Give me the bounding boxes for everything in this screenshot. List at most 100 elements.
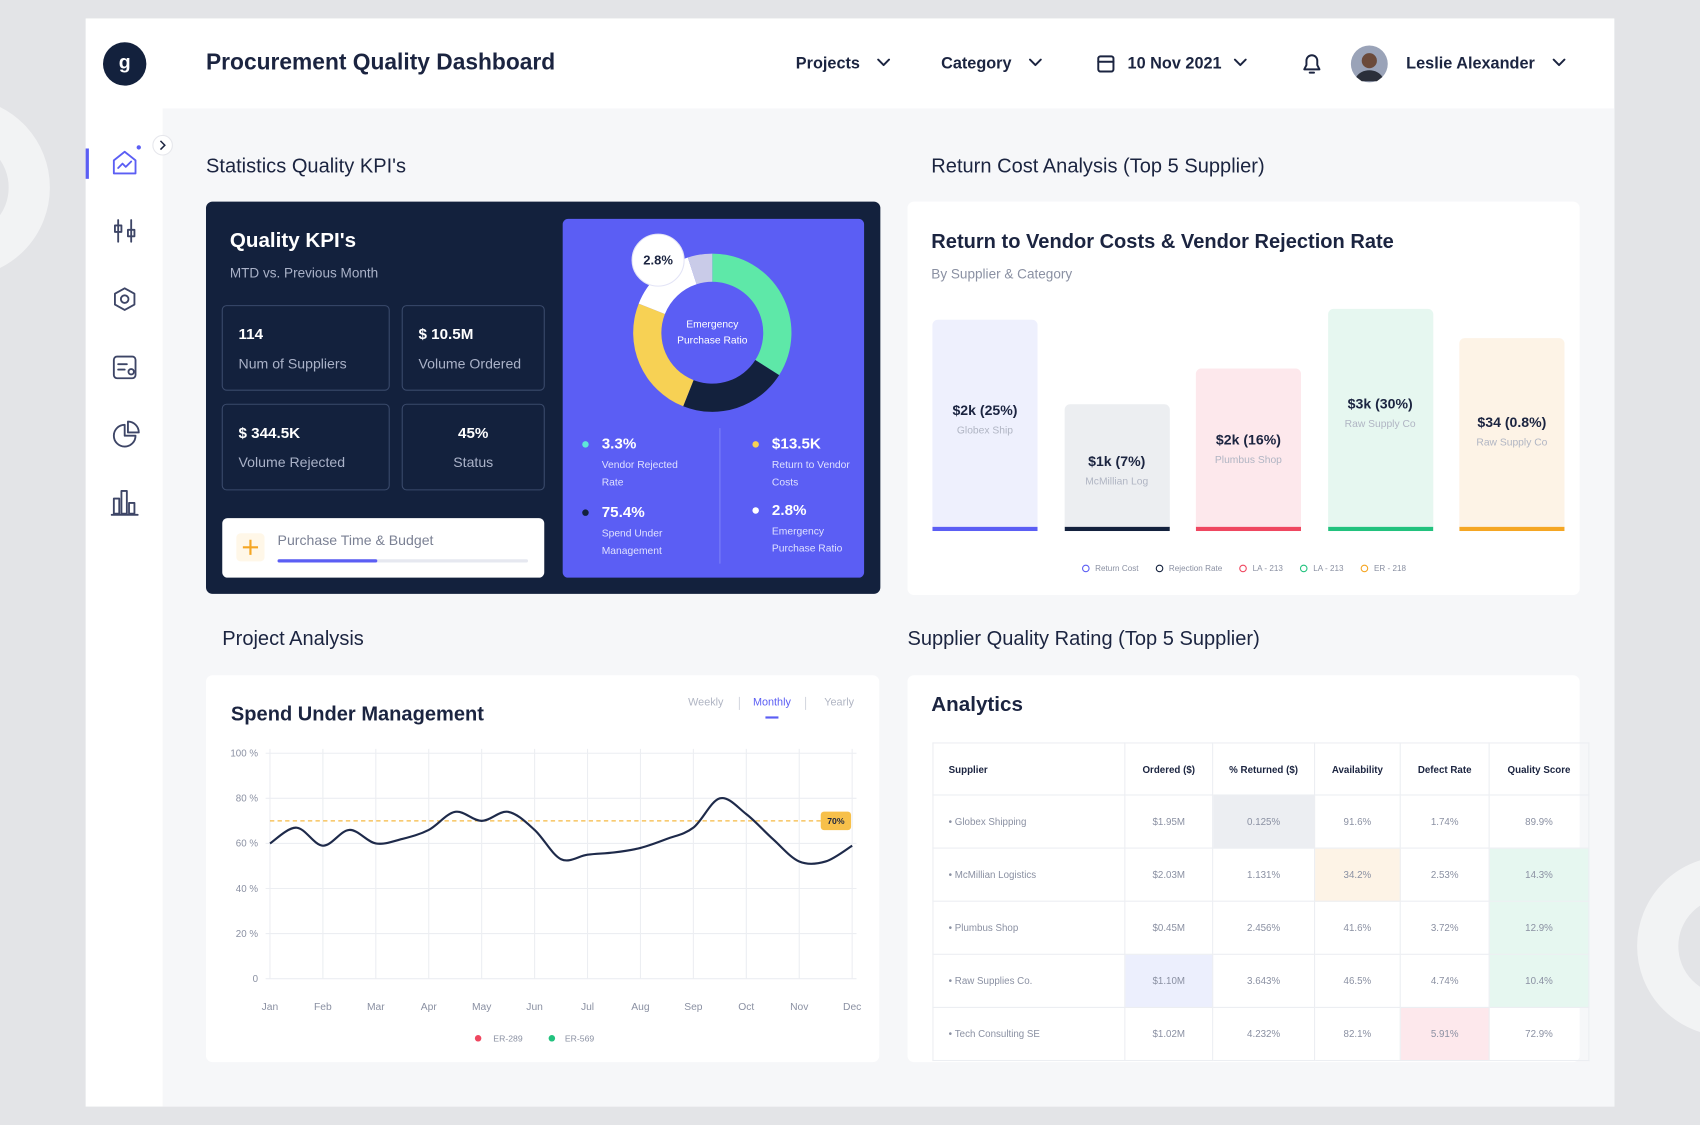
x-tick-label: Nov	[790, 1002, 809, 1013]
legend-swatch	[474, 1035, 482, 1042]
stat-label: Spend Under Management	[601, 527, 663, 558]
page-title: Procurement Quality Dashboard	[205, 49, 556, 75]
table-cell: 5.91%	[1399, 1006, 1490, 1062]
period-separators	[738, 696, 807, 710]
progress-label: Purchase Time & Budget	[277, 532, 434, 549]
table-row: Tech Consulting SE$1.02M4.232%82.1%5.91%…	[932, 1006, 1590, 1062]
legend-item: Rejection Rate	[1155, 563, 1223, 574]
x-tick-label: Aug	[631, 1002, 650, 1013]
table-cell: 72.9%	[1488, 1006, 1590, 1062]
nav-bars[interactable]	[110, 490, 139, 516]
panel-title: Analytics	[931, 693, 1023, 717]
period-tab[interactable]: Monthly	[752, 696, 791, 709]
x-tick-label: Oct	[738, 1002, 754, 1013]
nav-pie[interactable]	[112, 420, 140, 448]
table-cell: 41.6%	[1314, 900, 1401, 955]
filter-menu: Category	[941, 53, 1012, 73]
donut-badge-text: 2.8%	[643, 252, 673, 268]
nav-settings[interactable]	[114, 287, 136, 311]
table-cell: 12.9%	[1488, 900, 1590, 955]
nav-reports[interactable]	[112, 355, 137, 380]
table-cell: 14.3%	[1488, 847, 1590, 902]
nav-dot	[136, 145, 141, 150]
collapse-button[interactable]	[152, 134, 173, 156]
table-cell: 4.232%	[1212, 1006, 1316, 1062]
table-cell: 0.125%	[1212, 794, 1316, 849]
avatar	[1361, 53, 1377, 69]
y-tick-label: 20 %	[236, 929, 259, 940]
bar-supplier: Raw Supply Co	[1344, 418, 1416, 431]
stat-label: Emergency Purchase Ratio	[771, 525, 843, 555]
kpi-label: Status	[453, 454, 494, 471]
kpi-card	[221, 305, 390, 391]
x-tick-label: Feb	[314, 1002, 332, 1013]
bar: $3k (30%) Raw Supply Co	[1327, 308, 1433, 532]
legend-label: Return Cost	[1095, 563, 1139, 574]
line-series	[269, 797, 853, 865]
legend-swatch	[1155, 564, 1164, 573]
legend-swatch	[548, 1035, 556, 1042]
legend-swatch	[1300, 564, 1308, 573]
legend-label: LA - 213	[1252, 563, 1283, 574]
table-cell: $2.03M	[1124, 847, 1214, 902]
collapse-chevron	[159, 140, 166, 151]
legend-item: LA - 213	[1300, 564, 1344, 573]
x-tick-label: Sep	[684, 1002, 703, 1013]
table-body: Globex Shipping$1.95M0.125%91.6%1.74%89.…	[932, 794, 1590, 1062]
period-tab[interactable]: Yearly	[824, 696, 855, 709]
kpi-cards	[221, 305, 545, 491]
table-cell: 10.4%	[1488, 953, 1590, 1008]
donut-segment	[687, 253, 713, 285]
bar-label: $2k (25%)	[952, 402, 1018, 419]
chevron	[1028, 58, 1042, 67]
x-tick-label: Dec	[843, 1002, 861, 1013]
stat-dot	[752, 441, 759, 448]
supplier-table: Supplier Ordered ($)% Returned ($) Availab…	[932, 742, 1590, 1062]
legend-label: Rejection Rate	[1168, 563, 1223, 574]
kpi-value: 114	[238, 325, 264, 343]
column-header: Quality Score	[1488, 742, 1590, 796]
donut-segment	[712, 253, 792, 376]
table-cell: 2.456%	[1212, 900, 1316, 955]
chevron	[1552, 58, 1566, 67]
progress-fill	[277, 559, 378, 563]
filter-menu: Projects	[795, 53, 860, 73]
donut-segment	[633, 303, 694, 407]
period-tab[interactable]: Weekly	[688, 696, 724, 709]
nav-sliders[interactable]	[114, 219, 136, 243]
bar-label: $1k (7%)	[1088, 453, 1146, 470]
chevron	[877, 58, 891, 67]
target-badge	[820, 811, 852, 831]
logo	[102, 42, 147, 86]
bar: $2k (16%) Plumbus Shop	[1195, 368, 1302, 532]
calendar-icon	[1097, 55, 1115, 73]
active-indicator	[85, 148, 89, 179]
y-tick-label: 60 %	[236, 839, 259, 850]
bar-supplier: Plumbus Shop	[1214, 454, 1282, 467]
x-tick-label: Mar	[367, 1002, 385, 1013]
table-cell: $1.02M	[1124, 1006, 1214, 1062]
legend-label: ER-289	[493, 1034, 523, 1044]
table-cell: 3.643%	[1212, 953, 1316, 1008]
kpi-value: $ 344.5K	[238, 424, 301, 442]
kpi-card	[221, 403, 390, 491]
section-heading: Supplier Quality Rating (Top 5 Supplier)	[907, 625, 1260, 649]
period-underline	[765, 716, 779, 719]
stat-value: $13.5K	[771, 434, 821, 453]
stat-label: Vendor Rejected Rate	[601, 459, 678, 489]
nav-home[interactable]	[112, 150, 137, 175]
table-cell: 82.1%	[1314, 1006, 1401, 1062]
bar-supplier: Raw Supply Co	[1476, 436, 1548, 449]
bar: $2k (25%) Globex Ship	[932, 319, 1038, 532]
bar-label: $34 (0.8%)	[1477, 413, 1547, 430]
sidebar-icons	[110, 150, 140, 516]
donut-badge	[631, 233, 685, 287]
stat-label: Return to Vendor Costs	[771, 459, 850, 489]
logo-letter: g	[118, 50, 131, 73]
donut-segment	[638, 257, 697, 314]
line-chart-panel	[205, 675, 880, 1063]
avatar	[1356, 70, 1383, 82]
